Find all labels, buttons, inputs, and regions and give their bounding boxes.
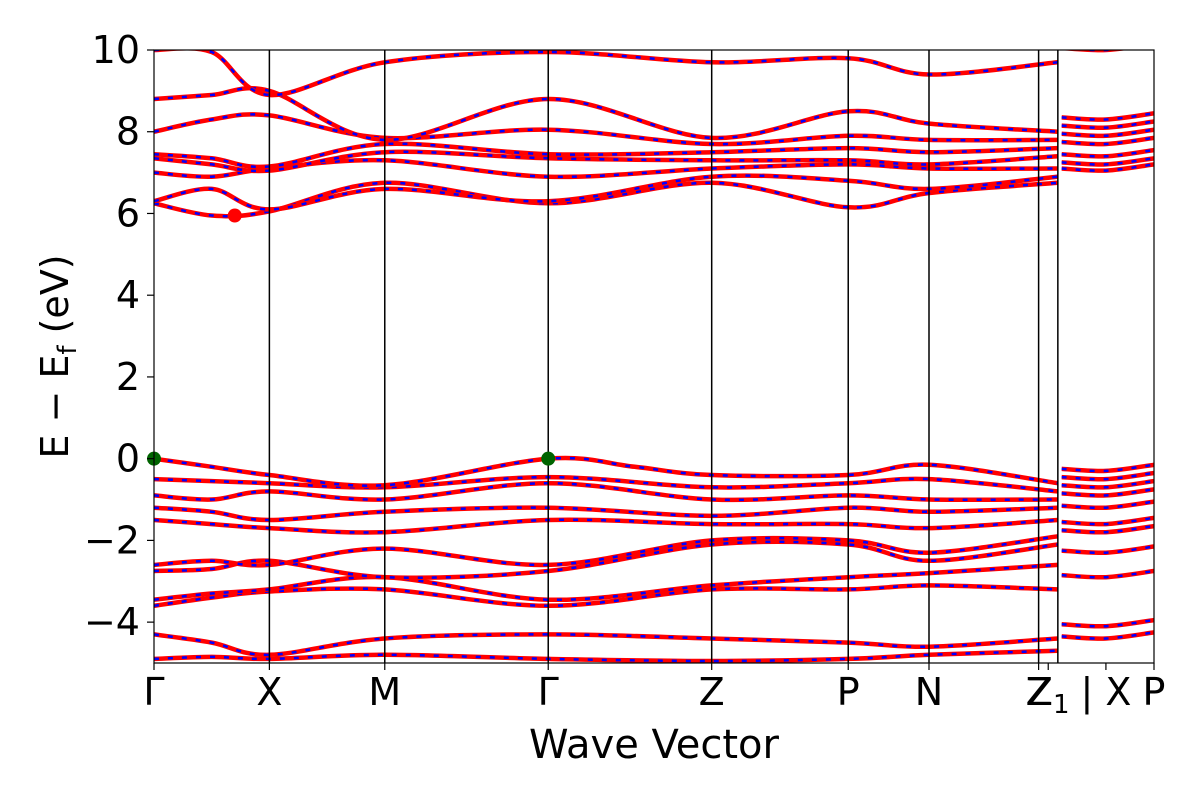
band-line-spin-up xyxy=(154,518,1058,534)
y-tick-label: 0 xyxy=(116,437,140,481)
band-line-spin-up xyxy=(154,150,1058,173)
band-line-spin-up xyxy=(154,506,1058,522)
plot-frame xyxy=(153,49,1155,664)
band-line-spin-up xyxy=(154,633,1058,657)
x-tick-label: P xyxy=(837,670,860,714)
band-line-spin-up xyxy=(154,535,1058,567)
band-line-spin-up xyxy=(154,563,1058,602)
band-line-spin-up xyxy=(1061,136,1154,146)
band-line-spin-up xyxy=(1061,148,1154,158)
k-lines-layer xyxy=(268,50,1059,663)
y-tick-label: 10 xyxy=(92,28,140,72)
band-line-spin-up xyxy=(1061,163,1154,172)
band-line-spin-up xyxy=(154,174,1058,211)
x-tick-label: P xyxy=(1143,670,1166,714)
y-axis-label-main: E − E xyxy=(33,355,77,459)
bands-layer xyxy=(154,50,1154,663)
band-line-spin-down xyxy=(154,648,1058,663)
x-tick-label: | X xyxy=(1080,670,1131,715)
y-tick-label: 6 xyxy=(116,191,140,235)
band-line-spin-up xyxy=(1061,157,1154,166)
band-line-spin-down xyxy=(154,517,1058,535)
band-line-spin-up xyxy=(1061,471,1154,481)
band-line-spin-up xyxy=(154,481,1058,502)
y-tick-label: 8 xyxy=(116,110,140,154)
markers-layer xyxy=(147,208,556,466)
y-tick-label: −4 xyxy=(84,600,140,644)
band-line-spin-up xyxy=(1061,545,1154,555)
band-line-spin-down xyxy=(154,632,1058,658)
band-line-spin-up xyxy=(1061,488,1154,497)
x-tick-label: M xyxy=(368,670,401,714)
x-tick-label: Γ xyxy=(538,670,559,714)
band-line-spin-up xyxy=(1061,112,1154,121)
band-line-spin-down xyxy=(154,455,1059,488)
band-line-spin-up xyxy=(1061,516,1154,526)
y-axis-label-unit: (eV) xyxy=(33,254,77,345)
band-line-spin-up xyxy=(1061,500,1154,510)
band-line-spin-up xyxy=(1061,631,1154,640)
x-tick-label: Z1 xyxy=(1027,670,1070,720)
x-tick-label: Z xyxy=(1026,670,1052,714)
band-line-spin-up xyxy=(154,142,1058,169)
x-axis-label: Wave Vector xyxy=(529,722,780,768)
band-line-spin-down xyxy=(154,50,1059,98)
band-line-spin-up xyxy=(154,540,1058,579)
band-line-spin-up xyxy=(154,86,1058,142)
y-tick-label: 4 xyxy=(116,273,140,317)
band-line-spin-up xyxy=(1072,50,1121,52)
band-line-spin-up xyxy=(1061,120,1154,129)
x-tick-label: Z xyxy=(699,670,725,714)
extremum-marker xyxy=(541,451,556,466)
band-line-spin-up xyxy=(1061,569,1154,579)
band-line-spin-up xyxy=(154,113,1058,146)
x-tick-label: Γ xyxy=(143,670,164,714)
band-line-spin-up xyxy=(1061,524,1154,534)
band-line-spin-up xyxy=(1061,463,1154,473)
band-line-spin-up xyxy=(154,181,1058,218)
extremum-marker xyxy=(227,208,242,223)
y-tick-label: 2 xyxy=(116,355,140,399)
x-tick-label: X xyxy=(256,670,282,714)
y-axis-label-sub: f xyxy=(53,345,83,355)
y-axis-label: E − Ef (eV) xyxy=(33,254,83,458)
y-tick-label: −2 xyxy=(84,518,140,562)
band-line-spin-down xyxy=(154,562,1058,603)
band-line-spin-up xyxy=(154,475,1058,493)
band-line-spin-up xyxy=(1061,618,1154,628)
band-line-spin-down xyxy=(1061,50,1128,53)
band-line-spin-down xyxy=(154,505,1058,523)
band-line-spin-up xyxy=(1061,128,1154,138)
y-ticks-layer: −4 −2 0 2 4 6 8 10 xyxy=(84,28,154,644)
band-line-spin-up xyxy=(1061,479,1154,489)
x-tick-label: N xyxy=(915,670,943,714)
